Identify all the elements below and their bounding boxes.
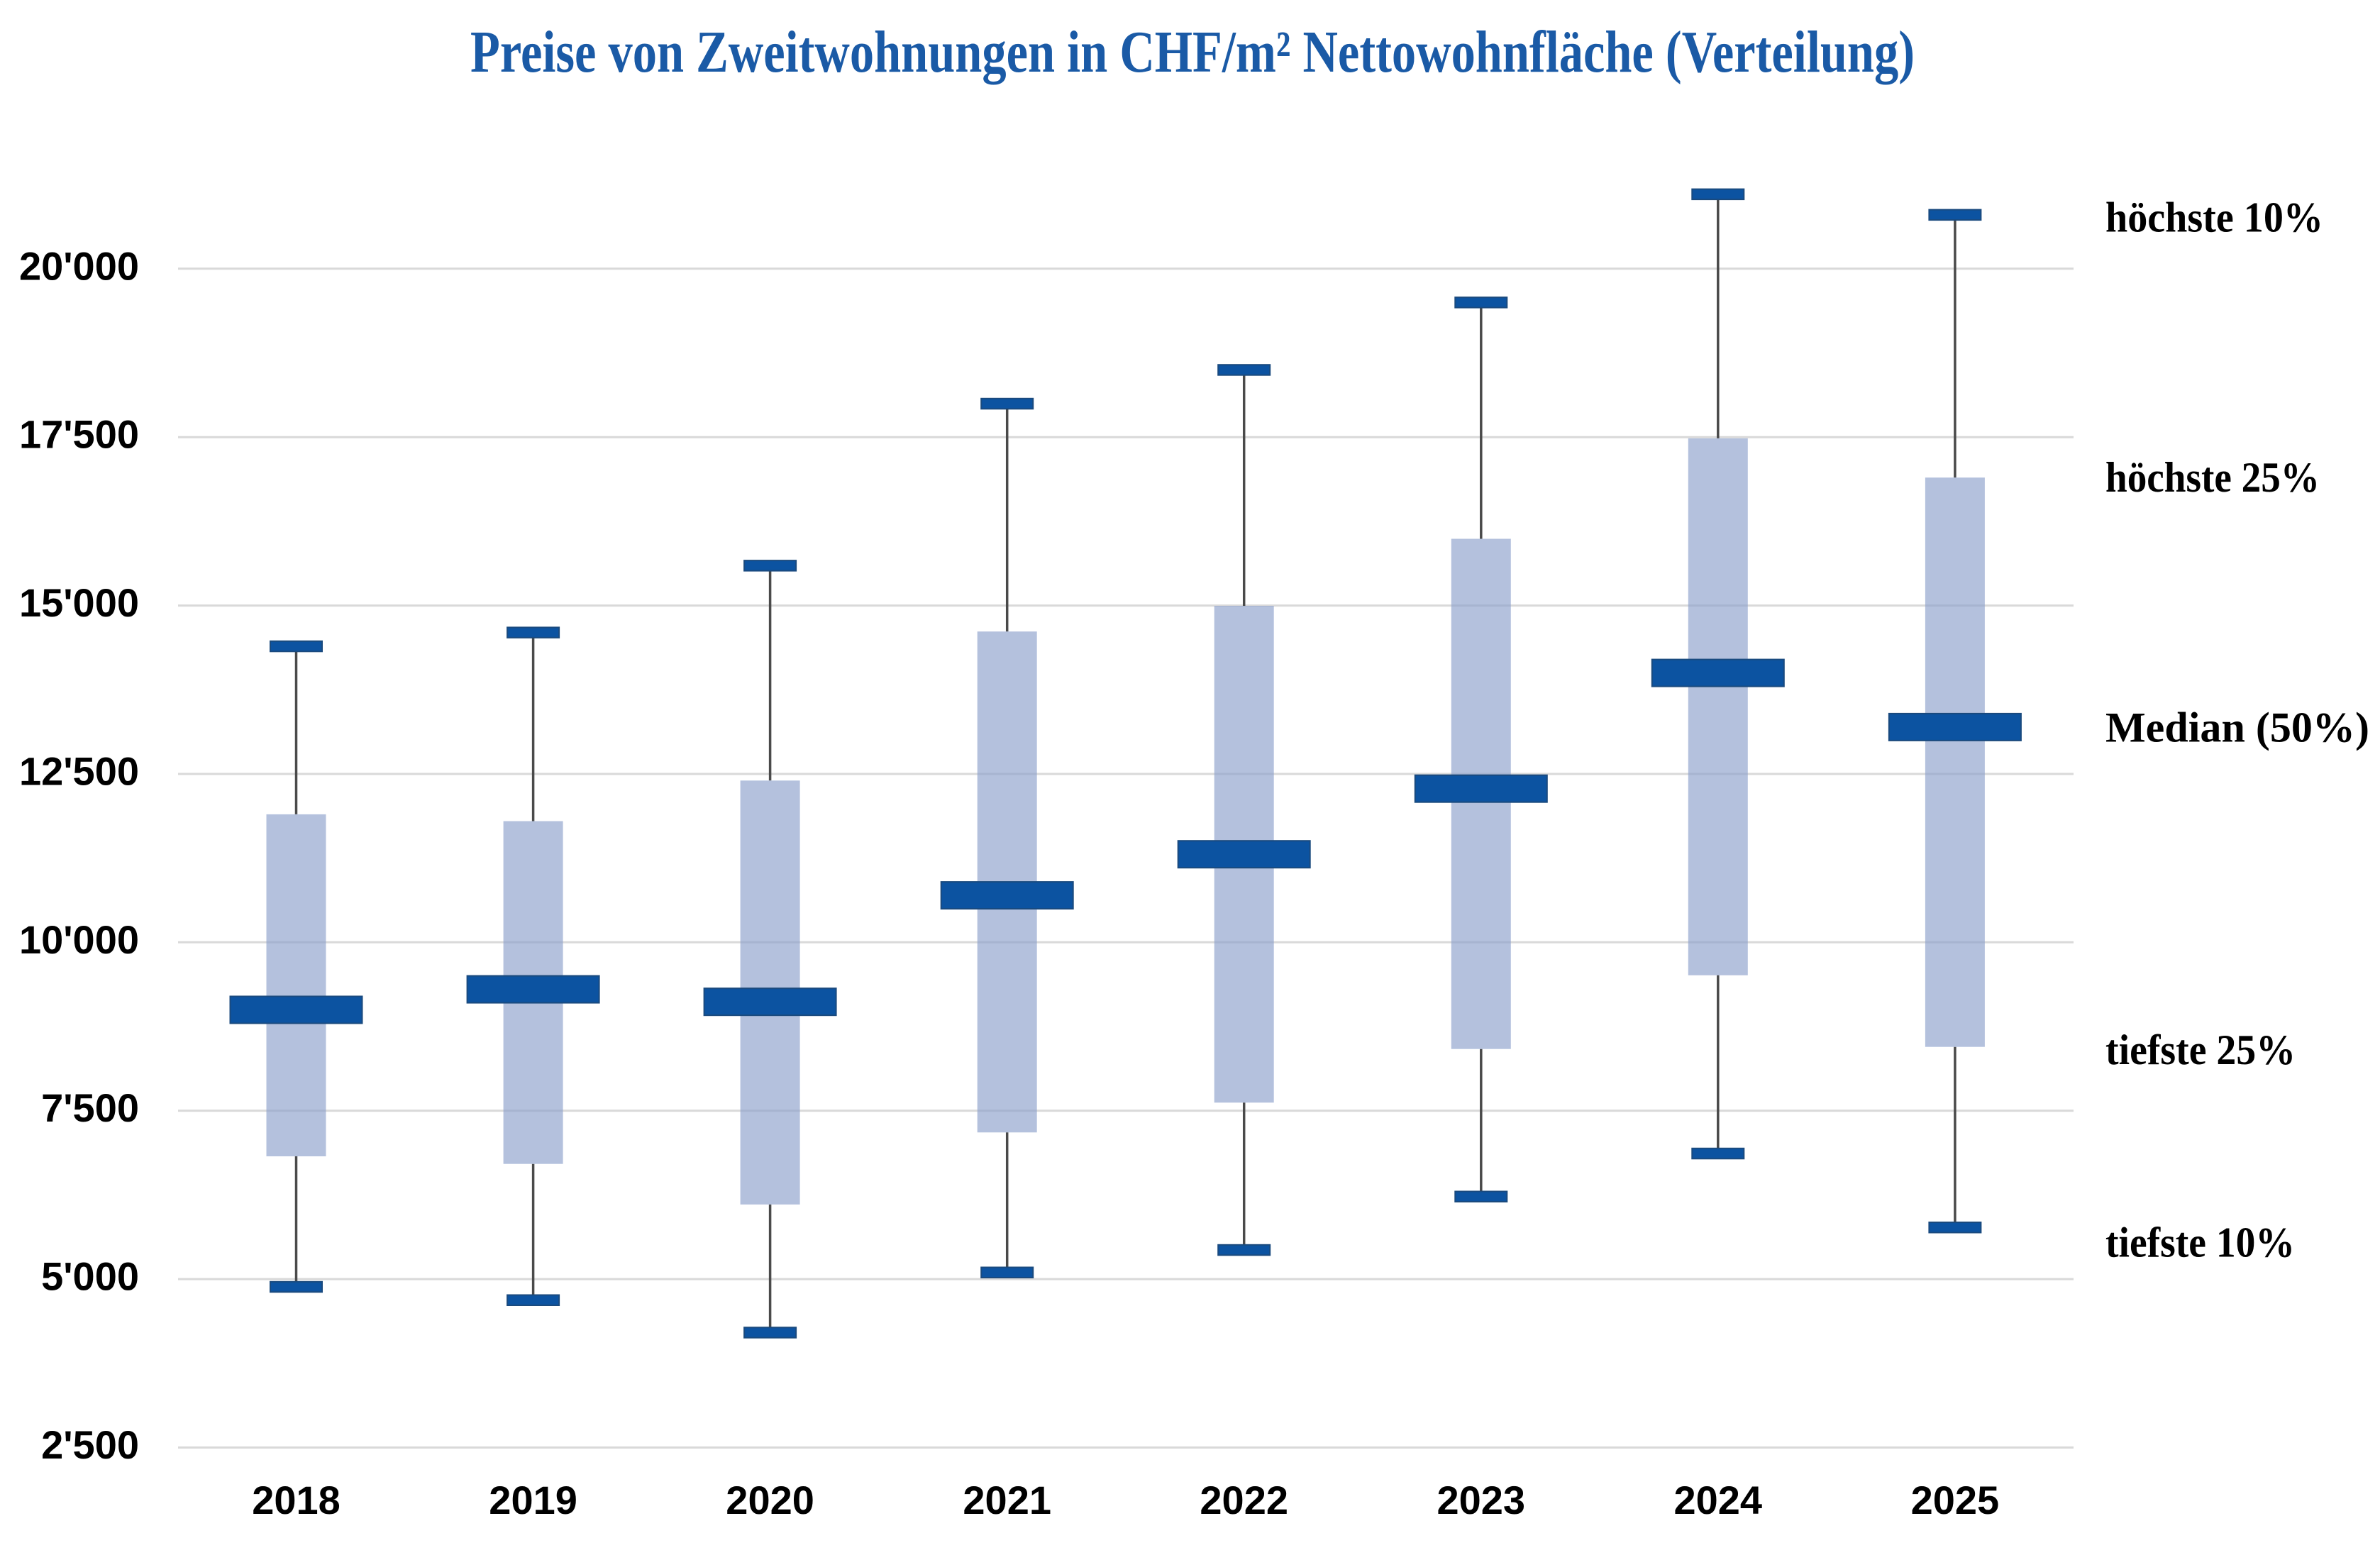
svg-text:7'500: 7'500 <box>41 1085 139 1130</box>
svg-text:Median (50%): Median (50%) <box>2105 704 2369 751</box>
svg-text:2024: 2024 <box>1674 1478 1763 1522</box>
svg-text:17'500: 17'500 <box>19 412 139 457</box>
svg-text:tiefste 10%: tiefste 10% <box>2105 1219 2295 1266</box>
svg-text:20'000: 20'000 <box>19 243 139 288</box>
svg-text:2019: 2019 <box>489 1478 577 1522</box>
svg-text:2021: 2021 <box>963 1478 1051 1522</box>
svg-text:2'500: 2'500 <box>41 1422 139 1467</box>
svg-text:2022: 2022 <box>1200 1478 1288 1522</box>
svg-text:15'000: 15'000 <box>19 580 139 625</box>
svg-text:höchste 10%: höchste 10% <box>2105 194 2323 240</box>
svg-text:2018: 2018 <box>252 1478 341 1522</box>
svg-text:2023: 2023 <box>1437 1478 1526 1522</box>
svg-text:höchste 25%: höchste 25% <box>2105 454 2320 501</box>
svg-text:12'500: 12'500 <box>19 749 139 794</box>
svg-text:Preise von Zweitwohnungen in C: Preise von Zweitwohnungen in CHF/m² Nett… <box>470 19 1915 85</box>
svg-text:tiefste 25%: tiefste 25% <box>2105 1026 2296 1073</box>
svg-text:5'000: 5'000 <box>41 1254 139 1299</box>
svg-text:10'000: 10'000 <box>19 917 139 962</box>
svg-text:2025: 2025 <box>1911 1478 2000 1522</box>
svg-text:2020: 2020 <box>726 1478 814 1522</box>
